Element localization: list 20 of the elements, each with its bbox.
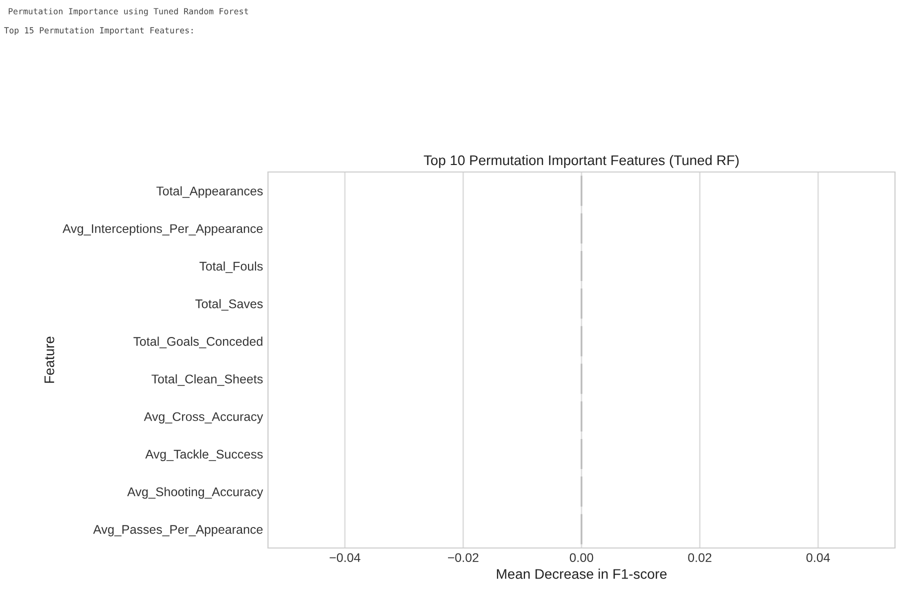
y-tick-label: Total_Goals_Conceded — [133, 336, 262, 348]
y-tick-label: Avg_Shooting_Accuracy — [127, 487, 264, 499]
x-tick-label: 0.04 — [806, 553, 830, 562]
y-tick-label: Avg_Tackle_Success — [145, 449, 263, 462]
text: Permutation Importance using Tuned Random Forest — [8, 8, 248, 16]
chart-title: Top 10 Permutation Important Features (Tuned RF) — [424, 154, 739, 168]
x-tick-label: 0.02 — [688, 553, 712, 562]
y-tick-label: Avg_Cross_Accuracy — [144, 412, 264, 424]
y-tick-label: Total_Clean_Sheets — [152, 374, 263, 386]
y-tick-label: Total_Saves — [195, 299, 263, 311]
x-tick-label: 0.00 — [570, 553, 594, 562]
y-tick-label: Avg_Interceptions_Per_Appearance — [62, 224, 263, 236]
text: Top 15 Permutation Important Features: — [4, 26, 193, 36]
y-tick-label: Total_Fouls — [200, 261, 263, 274]
y-tick-label: Total_Appearances — [156, 186, 263, 198]
x-axis-title: Mean Decrease in F1-score — [496, 568, 667, 579]
x-tick-label: −0.04 — [330, 553, 360, 562]
x-tick-label: −0.02 — [448, 553, 478, 562]
y-axis-title: Feature — [44, 336, 54, 383]
y-tick-label: Avg_Passes_Per_Appearance — [93, 525, 263, 536]
